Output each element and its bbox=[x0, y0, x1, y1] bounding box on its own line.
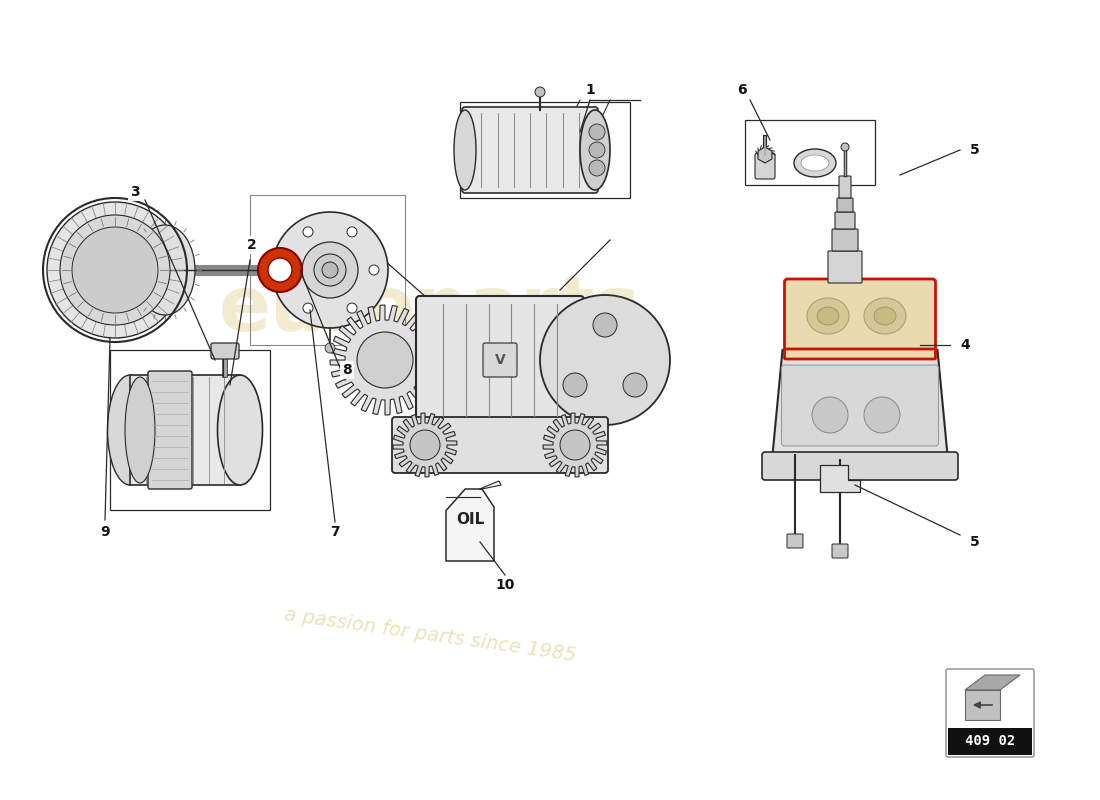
FancyBboxPatch shape bbox=[828, 251, 862, 283]
FancyBboxPatch shape bbox=[462, 107, 598, 193]
Circle shape bbox=[280, 265, 292, 275]
Text: OIL: OIL bbox=[455, 513, 484, 527]
Text: 5: 5 bbox=[970, 535, 980, 549]
Ellipse shape bbox=[807, 298, 849, 334]
Circle shape bbox=[864, 397, 900, 433]
FancyBboxPatch shape bbox=[784, 279, 935, 353]
Circle shape bbox=[47, 202, 183, 338]
Text: europarts: europarts bbox=[219, 273, 641, 347]
Ellipse shape bbox=[218, 375, 263, 485]
FancyBboxPatch shape bbox=[392, 417, 608, 473]
Polygon shape bbox=[948, 728, 1032, 755]
Ellipse shape bbox=[580, 110, 611, 190]
Circle shape bbox=[588, 124, 605, 140]
Text: 9: 9 bbox=[100, 525, 110, 539]
Text: V: V bbox=[495, 353, 505, 367]
Text: 4: 4 bbox=[960, 338, 970, 352]
FancyBboxPatch shape bbox=[839, 176, 851, 198]
FancyBboxPatch shape bbox=[781, 365, 938, 446]
Polygon shape bbox=[758, 147, 772, 163]
FancyBboxPatch shape bbox=[211, 343, 239, 359]
Polygon shape bbox=[820, 465, 860, 492]
FancyBboxPatch shape bbox=[786, 534, 803, 548]
FancyBboxPatch shape bbox=[837, 198, 852, 212]
FancyBboxPatch shape bbox=[416, 296, 584, 424]
Polygon shape bbox=[446, 489, 494, 561]
Polygon shape bbox=[480, 481, 502, 489]
Text: 409 02: 409 02 bbox=[965, 734, 1015, 748]
FancyBboxPatch shape bbox=[483, 343, 517, 377]
Circle shape bbox=[272, 212, 388, 328]
FancyBboxPatch shape bbox=[835, 212, 855, 229]
Circle shape bbox=[593, 313, 617, 337]
Circle shape bbox=[268, 258, 292, 282]
Polygon shape bbox=[965, 690, 1000, 720]
Ellipse shape bbox=[817, 307, 839, 325]
Circle shape bbox=[322, 262, 338, 278]
Ellipse shape bbox=[794, 149, 836, 177]
Polygon shape bbox=[543, 413, 607, 477]
Text: 10: 10 bbox=[495, 578, 515, 592]
Polygon shape bbox=[965, 675, 1020, 690]
Ellipse shape bbox=[864, 298, 906, 334]
Circle shape bbox=[324, 343, 336, 353]
FancyBboxPatch shape bbox=[832, 544, 848, 558]
FancyBboxPatch shape bbox=[832, 229, 858, 251]
FancyBboxPatch shape bbox=[946, 669, 1034, 757]
Ellipse shape bbox=[874, 307, 896, 325]
Text: 3: 3 bbox=[130, 185, 140, 199]
Circle shape bbox=[812, 397, 848, 433]
Circle shape bbox=[560, 430, 590, 460]
Circle shape bbox=[258, 248, 303, 292]
Circle shape bbox=[302, 242, 358, 298]
Text: 8: 8 bbox=[342, 363, 352, 377]
Circle shape bbox=[535, 87, 544, 97]
Circle shape bbox=[623, 373, 647, 397]
Circle shape bbox=[588, 142, 605, 158]
Circle shape bbox=[842, 143, 849, 151]
Text: 5: 5 bbox=[970, 143, 980, 157]
Text: 2: 2 bbox=[248, 238, 257, 252]
Circle shape bbox=[540, 295, 670, 425]
FancyBboxPatch shape bbox=[755, 153, 775, 179]
Text: a passion for parts since 1985: a passion for parts since 1985 bbox=[283, 605, 578, 665]
Ellipse shape bbox=[125, 377, 155, 483]
Polygon shape bbox=[393, 413, 456, 477]
FancyBboxPatch shape bbox=[762, 452, 958, 480]
FancyBboxPatch shape bbox=[148, 371, 192, 489]
Polygon shape bbox=[330, 305, 440, 415]
Circle shape bbox=[358, 332, 412, 388]
Text: 6: 6 bbox=[737, 83, 747, 97]
Text: 7: 7 bbox=[330, 525, 340, 539]
Ellipse shape bbox=[801, 155, 829, 171]
Circle shape bbox=[72, 227, 158, 313]
Circle shape bbox=[346, 227, 358, 237]
Ellipse shape bbox=[135, 225, 195, 315]
FancyBboxPatch shape bbox=[784, 349, 935, 359]
Circle shape bbox=[60, 215, 170, 325]
Polygon shape bbox=[772, 350, 947, 455]
Circle shape bbox=[302, 227, 313, 237]
Circle shape bbox=[302, 303, 313, 313]
Circle shape bbox=[314, 254, 346, 286]
Circle shape bbox=[410, 430, 440, 460]
Circle shape bbox=[563, 373, 587, 397]
Ellipse shape bbox=[454, 110, 476, 190]
Circle shape bbox=[368, 265, 379, 275]
Circle shape bbox=[588, 160, 605, 176]
Circle shape bbox=[346, 303, 358, 313]
Polygon shape bbox=[130, 375, 240, 485]
Ellipse shape bbox=[108, 375, 153, 485]
Text: 1: 1 bbox=[585, 83, 595, 97]
